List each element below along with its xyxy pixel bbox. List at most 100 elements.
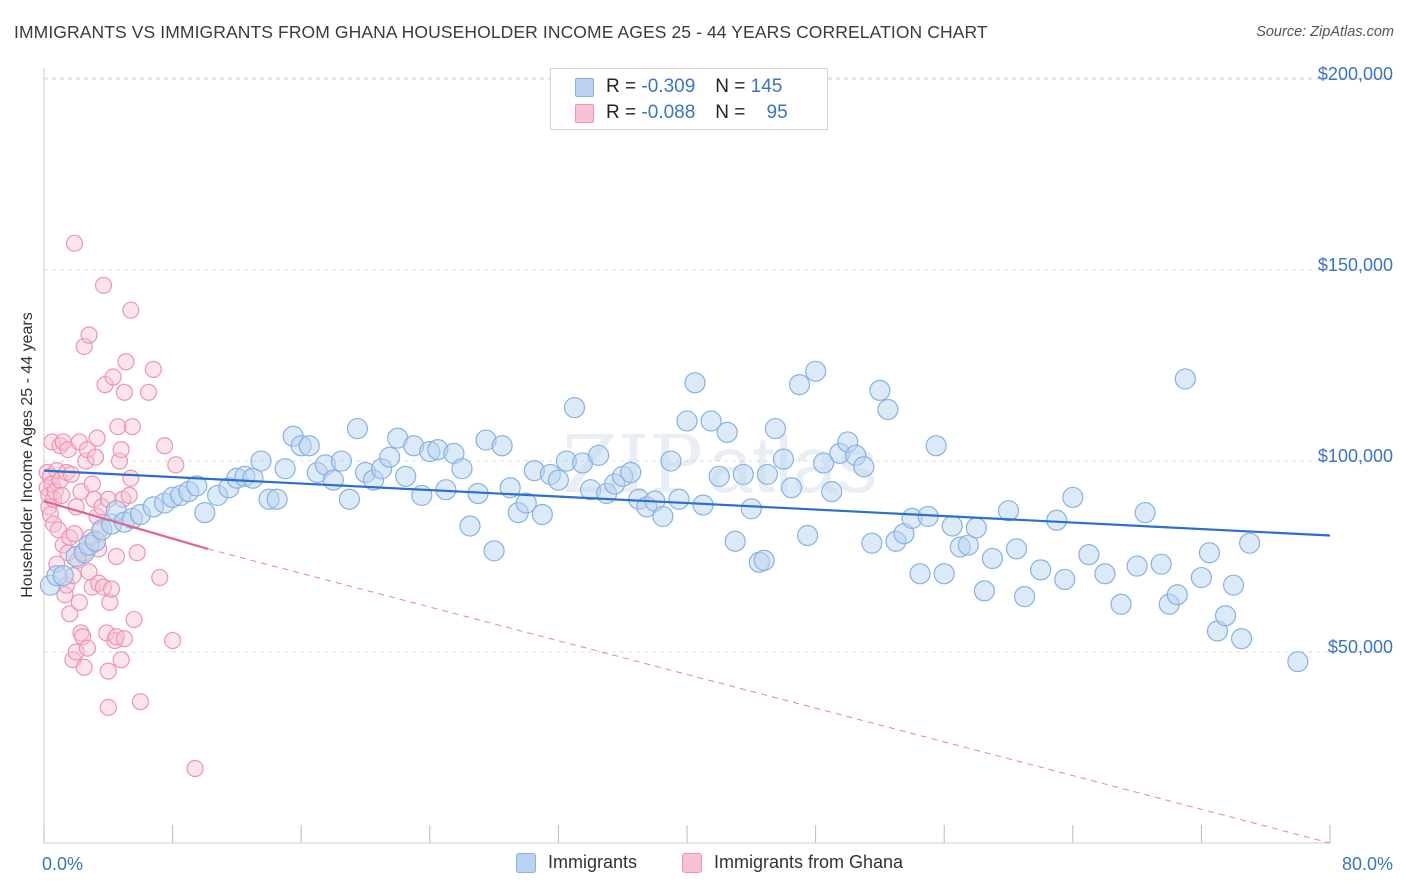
data-point-ghana (151, 568, 169, 587)
data-point-immigrants (788, 374, 811, 396)
gridlines (44, 77, 1395, 653)
series-legend: Immigrants Immigrants from Ghana (0, 852, 1406, 878)
legend-r-label: R = (606, 102, 637, 123)
data-point-immigrants (1046, 509, 1068, 531)
data-point-immigrants (877, 398, 899, 421)
data-point-ghana (131, 693, 150, 711)
data-point-immigrants (756, 463, 778, 486)
data-point-immigrants (764, 417, 787, 440)
data-point-immigrants (853, 456, 875, 478)
data-point-ghana (99, 662, 117, 680)
data-point-immigrants (1222, 574, 1245, 596)
data-point-ghana (83, 475, 101, 493)
data-point-immigrants (973, 580, 995, 602)
data-point-immigrants (1174, 368, 1196, 390)
data-point-immigrants (700, 410, 722, 432)
data-point-immigrants (652, 505, 674, 528)
correlation-legend: R = -0.309 N = 145 R = -0.088 N = 95 (550, 68, 828, 130)
data-point-ghana (104, 368, 122, 386)
legend-row-ghana: R = -0.088 N = 95 (575, 100, 788, 126)
data-point-ghana (86, 448, 105, 466)
data-point-ghana (75, 658, 93, 676)
data-point-immigrants (1013, 586, 1036, 608)
data-point-ghana (94, 276, 113, 294)
data-point-ghana (115, 630, 133, 648)
legend-swatch-blue (575, 77, 594, 97)
data-point-immigrants (459, 515, 481, 537)
data-point-ghana (125, 610, 143, 629)
data-point-immigrants (957, 534, 979, 556)
legend-n-value: 95 (766, 102, 788, 123)
y-tick-label: $200,000 (1318, 64, 1393, 84)
axes (43, 68, 1331, 844)
data-point-immigrants (547, 469, 570, 491)
legend-item-ghana[interactable]: Immigrants from Ghana (682, 852, 903, 873)
y-tick-label: $50,000 (1328, 637, 1393, 657)
data-point-immigrants (708, 465, 730, 487)
data-point-immigrants (869, 379, 891, 401)
data-point-immigrants (772, 448, 795, 470)
data-point-immigrants (483, 540, 505, 562)
data-point-immigrants (186, 475, 208, 497)
data-point-ghana (88, 429, 106, 447)
legend-n-value: 145 (750, 76, 783, 97)
data-point-immigrants (909, 563, 931, 585)
data-point-immigrants (1214, 605, 1237, 627)
data-point-immigrants (330, 450, 352, 472)
chart-title: IMMIGRANTS VS IMMIGRANTS FROM GHANA HOUS… (14, 22, 988, 42)
data-point-immigrants (1190, 566, 1213, 589)
legend-r-value: -0.088 (641, 102, 696, 123)
x-tick-labels: 0.0% 80.0% (42, 854, 1393, 874)
data-point-ghana (67, 643, 85, 661)
data-point-ghana (78, 639, 97, 657)
data-point-ghana (65, 525, 84, 543)
data-point-immigrants (346, 417, 369, 440)
data-point-ghana (167, 456, 185, 474)
data-point-immigrants (1239, 532, 1261, 554)
data-point-ghana (120, 486, 138, 505)
data-point-ghana (155, 437, 174, 455)
data-point-ghana (123, 418, 142, 436)
data-point-ghana (139, 383, 158, 401)
x-tick-label-max: 80.0% (1342, 854, 1393, 874)
data-point-immigrants (660, 450, 682, 472)
legend-row-immigrants: R = -0.309 N = 145 (575, 74, 782, 100)
legend-label-ghana: Immigrants from Ghana (714, 852, 904, 872)
data-point-ghana (107, 547, 125, 566)
data-point-immigrants (724, 530, 746, 552)
data-point-immigrants (1062, 486, 1084, 508)
data-point-immigrants (1078, 544, 1100, 566)
data-point-ghana (115, 383, 133, 401)
data-point-immigrants (266, 488, 288, 510)
data-point-immigrants (861, 532, 883, 554)
data-point-immigrants (740, 498, 762, 520)
data-point-immigrants (813, 452, 835, 474)
data-point-immigrants (753, 549, 775, 571)
data-point-immigrants (804, 360, 827, 382)
data-point-immigrants (821, 481, 843, 503)
legend-item-immigrants[interactable]: Immigrants (516, 852, 637, 873)
data-point-immigrants (981, 547, 1004, 570)
data-point-ghana (112, 651, 130, 669)
y-tick-labels: $50,000 $100,000 $150,000 $200,000 (1318, 64, 1393, 657)
data-point-immigrants (620, 461, 642, 484)
data-point-immigrants (1110, 593, 1132, 615)
data-point-immigrants (684, 372, 706, 394)
data-point-immigrants (716, 421, 738, 444)
data-point-immigrants (451, 458, 473, 480)
data-point-immigrants (925, 435, 947, 457)
data-point-immigrants (997, 500, 1020, 522)
data-point-immigrants (338, 488, 361, 510)
data-point-immigrants (933, 563, 955, 585)
legend-label-immigrants: Immigrants (548, 852, 638, 872)
data-point-immigrants (796, 524, 819, 547)
data-point-immigrants (732, 463, 754, 486)
data-point-ghana (102, 580, 121, 598)
data-point-ghana (109, 418, 127, 436)
y-tick-label: $100,000 (1318, 446, 1393, 466)
data-point-immigrants (587, 444, 610, 466)
data-point-immigrants (965, 517, 987, 539)
data-point-immigrants (194, 502, 216, 524)
data-point-ghana (117, 353, 135, 371)
trend-line-ghana-extended (207, 548, 1331, 844)
